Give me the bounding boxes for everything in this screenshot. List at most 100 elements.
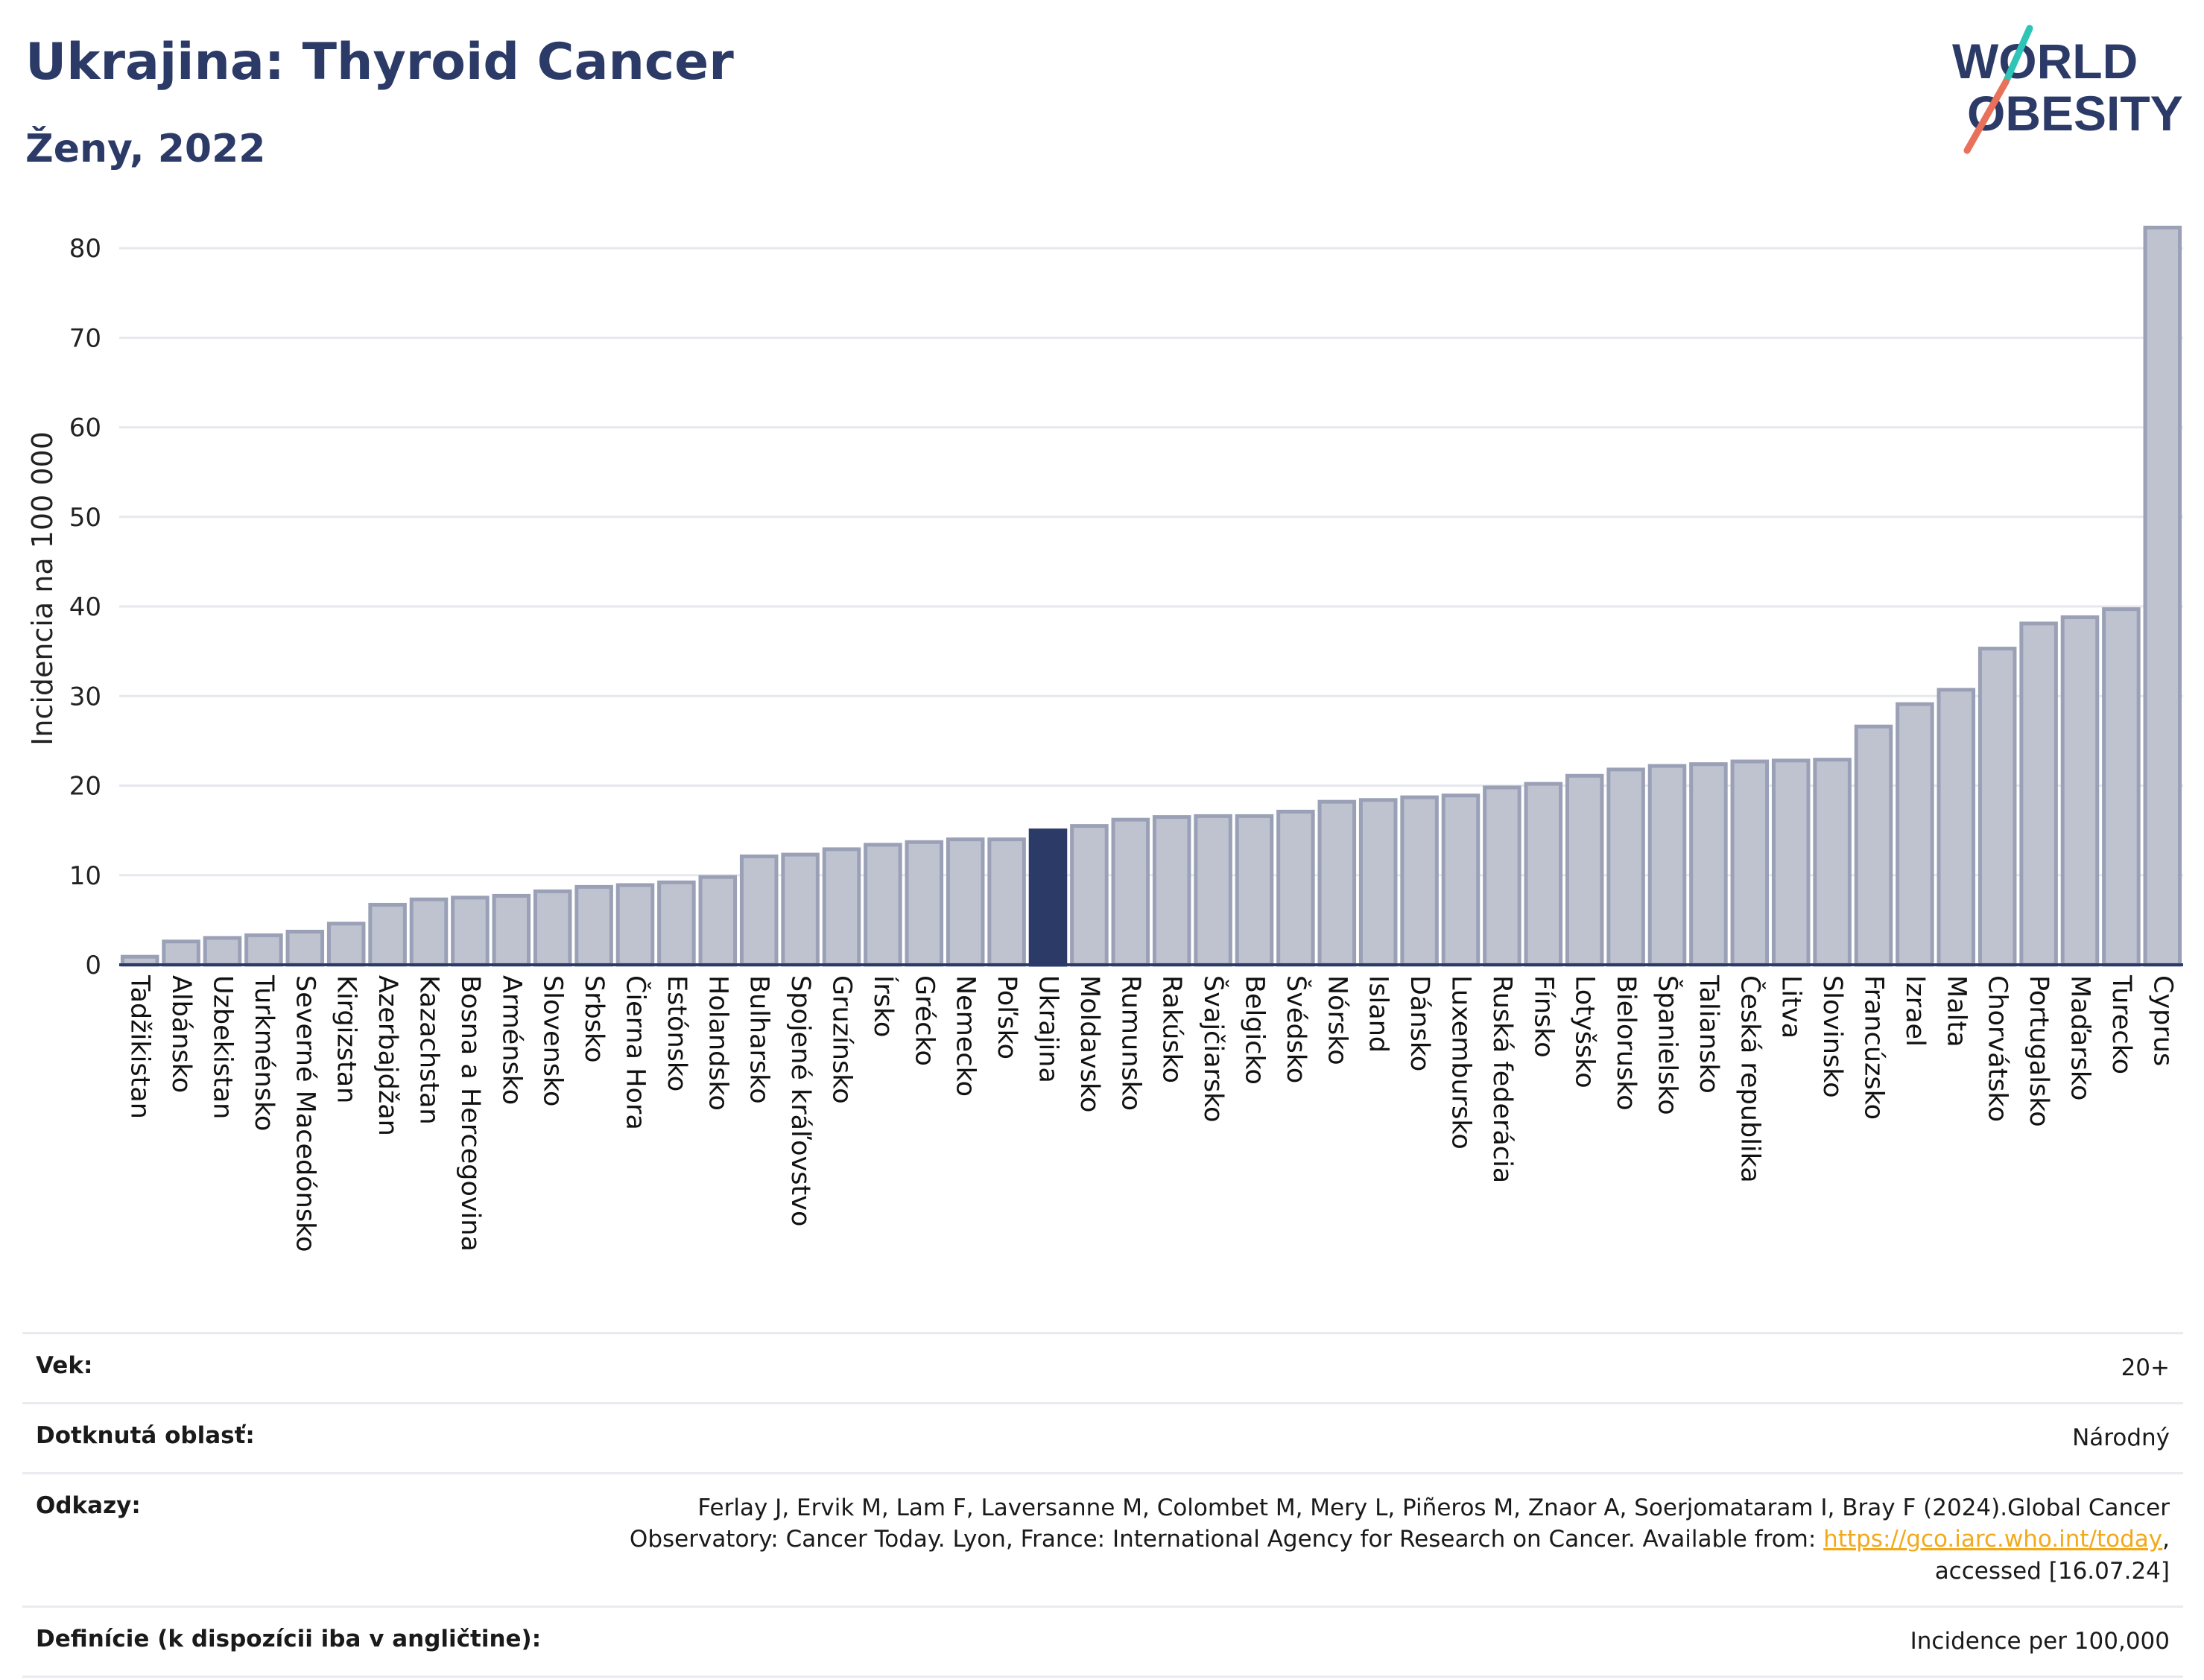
bar [1483, 785, 1521, 967]
bar [1194, 814, 1232, 967]
bar [1441, 793, 1481, 967]
x-tick-label: Španielsko [1653, 975, 1684, 1115]
bar [905, 840, 944, 967]
age-value: 20+ [2121, 1354, 2170, 1381]
x-tick-label: Belgicko [1240, 975, 1270, 1085]
x-tick-label: Moldavsko [1074, 975, 1104, 1112]
bar [1111, 817, 1150, 967]
bar [615, 883, 655, 967]
x-tick-label: Island [1364, 975, 1393, 1053]
bar [739, 855, 779, 967]
bar [2102, 607, 2141, 967]
x-tick-label: Maďarsko [2065, 975, 2095, 1100]
definitions-label: Definície (k dispozícii iba v angličtine… [36, 1625, 542, 1652]
y-tick-label: 40 [69, 592, 101, 622]
x-tick-label: Holandsko [703, 975, 732, 1111]
logo-slash-teal [2002, 25, 2033, 86]
logo-slash-coral [1963, 78, 2010, 154]
bar [1896, 702, 1934, 967]
x-tick-label: Čierna Hora [621, 975, 652, 1130]
bar [533, 889, 572, 967]
chart-subtitle: Ženy, 2022 [25, 127, 266, 171]
chart-title: Ukrajina: Thyroid Cancer [25, 33, 734, 92]
bar [1235, 814, 1274, 967]
x-tick-label: Kirgizstan [332, 975, 361, 1103]
bar [987, 837, 1026, 967]
bar [1028, 828, 1068, 967]
bar [781, 852, 820, 967]
bar [1565, 773, 1604, 967]
x-tick-label: Ukrajina [1033, 975, 1063, 1083]
bar [1854, 724, 1893, 967]
bar [1647, 764, 1687, 967]
bar [244, 933, 283, 967]
x-tick-label: Albánsko [166, 975, 196, 1093]
bar [1813, 758, 1852, 967]
x-tick-label: Gruzínsko [827, 975, 857, 1104]
bar [946, 837, 985, 967]
x-tick-label: Arménsko [496, 975, 526, 1105]
references-accessed: , accessed [16.07.24] [1934, 1526, 2170, 1585]
x-tick-label: Turkménsko [249, 974, 279, 1131]
bar [409, 897, 449, 967]
world-obesity-logo: WORLD OBESITY [1952, 25, 2183, 154]
bar [1771, 758, 1811, 967]
x-tick-label: Malta [1941, 975, 1971, 1047]
x-tick-label: Litva [1776, 975, 1806, 1039]
y-tick-label: 80 [69, 234, 101, 264]
x-tick-label: Taliansko [1694, 974, 1723, 1094]
bar [2019, 621, 2058, 967]
y-tick-label: 10 [69, 861, 101, 891]
x-tick-label: Grécko [909, 975, 939, 1066]
x-tick-label: Spojené kráľovstvo [785, 975, 815, 1226]
references-value: Ferlay J, Ervik M, Lam F, Laversanne M, … [590, 1492, 2170, 1588]
bar [2143, 225, 2182, 967]
x-tick-label: Tadžikistan [125, 974, 155, 1119]
x-tick-label: Švédsko [1281, 975, 1312, 1083]
info-row-definitions: Definície (k dispozícii iba v angličtine… [22, 1605, 2183, 1678]
logo-line-1: WORLD [1952, 34, 2138, 89]
bar [1317, 799, 1357, 967]
y-tick-label: 70 [69, 323, 101, 353]
references-link[interactable]: https://gco.iarc.who.int/today [1823, 1526, 2163, 1553]
x-tick-label: Chorvátsko [1983, 975, 2013, 1122]
x-tick-label: Srbsko [579, 975, 609, 1063]
x-tick-label: Lotyšsko [1570, 975, 1600, 1088]
bar [1730, 759, 1770, 967]
area-value: Národný [2072, 1424, 2170, 1451]
x-tick-label: Cyprus [2147, 975, 2177, 1066]
x-tick-label: Severné Macedónsko [290, 975, 320, 1252]
x-tick-label: Azerbajdžan [373, 975, 402, 1136]
info-table: Vek: 20+ Dotknutá oblasť: Národný Odkazy… [22, 1332, 2183, 1678]
bar [1689, 762, 1728, 967]
bar [1070, 824, 1109, 967]
info-row-references: Odkazy: Ferlay J, Ervik M, Lam F, Lavers… [22, 1471, 2183, 1605]
x-tick-label: Uzbekistan [208, 975, 238, 1119]
x-tick-label: Slovensko [538, 975, 568, 1106]
x-tick-label: Rumunsko [1115, 975, 1145, 1111]
bar [657, 880, 696, 967]
bar [203, 936, 242, 967]
bar [1152, 815, 1191, 967]
bar [1937, 688, 1976, 967]
y-tick-label: 60 [69, 413, 101, 443]
definitions-value: Incidence per 100,000 [1910, 1627, 2170, 1655]
x-tick-label: Estónsko [662, 975, 691, 1091]
references-label: Odkazy: [36, 1492, 141, 1519]
x-tick-label: Nemecko [951, 975, 981, 1097]
references-text: Ferlay J, Ervik M, Lam F, Laversanne M, … [629, 1494, 2170, 1553]
bar [451, 896, 490, 967]
y-tick-label: 50 [69, 503, 101, 533]
x-tick-label: Portugalsko [2024, 975, 2053, 1127]
age-label: Vek: [36, 1352, 93, 1379]
bar [492, 893, 531, 967]
y-tick-label: 0 [85, 951, 101, 980]
bar [285, 930, 325, 967]
info-row-area: Dotknutá oblasť: Národný [22, 1401, 2183, 1472]
x-tick-label: Luxembursko [1446, 975, 1476, 1150]
y-tick-label: 30 [69, 682, 101, 711]
bar [864, 843, 902, 967]
x-tick-label: Izrael [1900, 975, 1930, 1047]
x-tick-label: Francúzsko [1859, 975, 1889, 1120]
x-tick-label: Fínsko [1528, 975, 1558, 1058]
